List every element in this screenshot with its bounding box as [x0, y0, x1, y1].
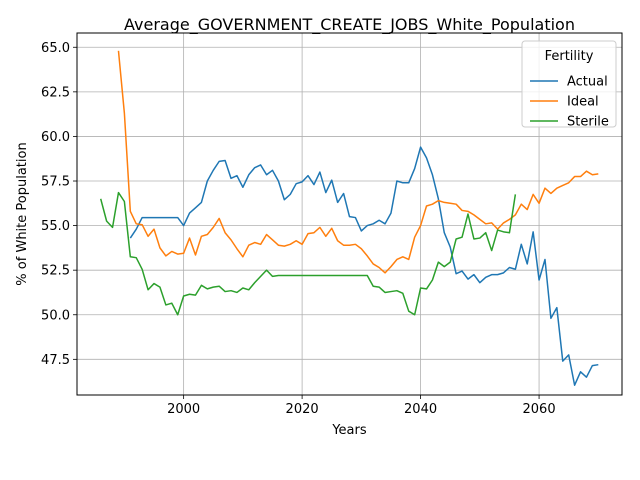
y-tick-label: 50.0	[41, 308, 70, 323]
legend-box	[521, 40, 617, 128]
legend-label-ideal: Ideal	[567, 95, 599, 110]
y-tick-label: 62.5	[41, 85, 70, 100]
y-tick-label: 52.5	[41, 264, 70, 279]
x-tick-label: 2020	[286, 402, 319, 417]
legend: Fertility Actual Ideal Sterile	[521, 40, 617, 130]
y-axis-label: % of White Population	[15, 142, 30, 285]
legend-title: Fertility	[545, 49, 594, 64]
series-line-actual	[129, 146, 599, 386]
plot-frame	[76, 32, 623, 396]
series-line-ideal	[117, 50, 599, 274]
x-tick-label: 2040	[404, 402, 437, 417]
y-axis-ticks: 47.5 50.0 52.5 55.0 57.5 60.0 62.5 65.0	[41, 41, 77, 368]
y-tick-label: 47.5	[41, 353, 70, 368]
x-axis-label: Years	[331, 423, 367, 438]
y-tick-label: 60.0	[41, 130, 70, 145]
y-tick-label: 65.0	[41, 41, 70, 56]
y-tick-label: 57.5	[41, 175, 70, 190]
x-axis-ticks: 2000 2020 2040 2060	[167, 395, 556, 417]
series-layer	[99, 50, 599, 386]
chart-title: Average_GOVERNMENT_CREATE_JOBS_White_Pop…	[124, 15, 575, 35]
legend-label-sterile: Sterile	[567, 115, 609, 130]
x-tick-label: 2000	[167, 402, 200, 417]
legend-label-actual: Actual	[567, 75, 608, 90]
y-tick-label: 55.0	[41, 219, 70, 234]
series-line-sterile	[99, 191, 517, 316]
x-tick-label: 2060	[523, 402, 556, 417]
